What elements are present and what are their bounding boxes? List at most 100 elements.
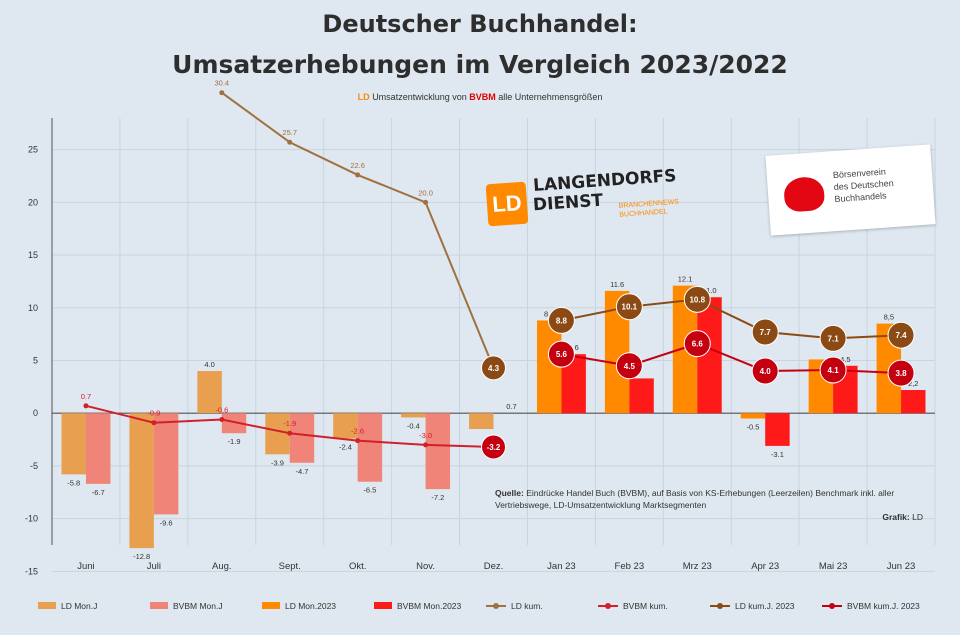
series-point: [819, 356, 847, 384]
series-point: [683, 330, 711, 358]
point-value-label: -0.6: [215, 406, 228, 415]
bar-bvbm-mon-j: [221, 413, 247, 434]
series-point: [547, 340, 575, 368]
y-tick-label: -15: [25, 566, 38, 576]
legend-swatch: [38, 602, 56, 610]
point-value-label: 5.6: [556, 350, 568, 359]
subtitle-text2: alle Unternehmensgrößen: [498, 92, 603, 102]
series-point: [751, 357, 779, 385]
standalone-value-label: 4.3: [488, 364, 500, 373]
x-tick-label: Aug.: [212, 561, 232, 572]
bar-ld-mon-j: [129, 413, 154, 549]
grafik-value: LD: [912, 512, 923, 522]
point-value-label: 8.8: [556, 316, 568, 325]
bar-value-label: 2,2: [908, 379, 918, 388]
bar-bvbm-mon-2023: [901, 390, 926, 414]
source-note: Quelle: Eindrücke Handel Buch (BVBM), au…: [495, 487, 935, 523]
series-point: [287, 430, 293, 436]
x-tick-label: Sept.: [279, 561, 301, 572]
series-point: [423, 199, 429, 205]
point-value-label: -1.9: [283, 419, 296, 428]
bar-value-label: -4.7: [295, 467, 308, 476]
y-tick-label: -5: [30, 461, 38, 471]
chart-subtitle: LD Umsatzentwicklung von BVBM alle Unter…: [0, 92, 960, 102]
legend-swatch: [150, 602, 168, 610]
y-tick-label: 5: [33, 355, 38, 365]
source-label: Quelle:: [495, 488, 524, 498]
legend-label: LD Mon.J: [61, 600, 98, 611]
point-value-label: 30.4: [215, 79, 230, 88]
bar-bvbm-mon-j: [289, 413, 315, 463]
boersenverein-logo: Börsenverein des Deutschen Buchhandels: [765, 144, 936, 236]
bar-value-label: -7.2: [431, 493, 444, 502]
series-point: [819, 324, 847, 352]
standalone-point: [481, 434, 506, 460]
bar-bvbm-mon-j: [357, 413, 383, 482]
legend-swatch: [374, 602, 392, 610]
bar-bvbm-mon-2023: [765, 413, 790, 446]
source-text: Eindrücke Handel Buch (BVBM), auf Basis …: [495, 488, 895, 510]
bar-bvbm-mon-j: [425, 413, 451, 490]
bar-ld-mon-j: [265, 413, 290, 455]
series-point: [219, 90, 225, 96]
subtitle-text1: Umsatzentwicklung von: [372, 92, 467, 102]
standalone-value-label: -3.2: [487, 443, 501, 452]
point-value-label: 22.6: [350, 161, 365, 170]
bar-value-label: -0.5: [746, 422, 759, 431]
bar-ld-mon-2023: [740, 413, 766, 419]
point-value-label: 4.1: [828, 366, 840, 375]
x-tick-label: Dez.: [484, 561, 504, 572]
x-tick-label: Jan 23: [547, 561, 576, 572]
point-value-label: -3.0: [419, 431, 432, 440]
series-point: [355, 172, 361, 178]
x-tick-label: Mai 23: [819, 561, 848, 572]
bar-value-label: -0.4: [407, 421, 420, 430]
point-value-label: 3.8: [895, 369, 907, 378]
boersenverein-logo-mark: [783, 175, 826, 213]
point-value-label: -0.9: [147, 409, 160, 418]
x-tick-label: Juni: [77, 561, 94, 572]
legend-item: LD Mon.2023: [262, 600, 336, 616]
legend-item: BVBM kum.J. 2023: [822, 600, 920, 616]
y-tick-label: 15: [28, 250, 38, 260]
bar-bvbm-mon-j: [153, 413, 179, 515]
series-point: [151, 420, 157, 426]
chart-title-line2: Umsatzerhebungen im Vergleich 2023/2022: [172, 50, 788, 79]
bar-value-label: -1.9: [228, 437, 241, 446]
bar-value-label: -5.8: [67, 478, 80, 487]
bar-value-label: -6.5: [363, 486, 376, 495]
bar-ld-mon-j: [333, 413, 358, 439]
legend-item: BVBM Mon.J: [150, 600, 223, 616]
legend-item: LD kum.J. 2023: [710, 600, 795, 616]
point-value-label: 7.4: [895, 331, 907, 340]
series-point: [547, 306, 575, 334]
bar-value-label: -9.6: [160, 518, 173, 527]
x-tick-label: Juli: [147, 561, 161, 572]
langendorfs-dienst-logo: LD LANGENDORFS DIENST BRANCHENNEWS BUCHH…: [485, 163, 712, 245]
y-tick-label: -10: [25, 514, 38, 524]
legend-swatch: [822, 602, 842, 609]
grafik-credit: Grafik: LD: [495, 511, 935, 523]
legend-item: BVBM Mon.2023: [374, 600, 461, 616]
legend-label: BVBM kum.J. 2023: [847, 600, 920, 611]
bar-value-label: 5.6: [568, 343, 578, 352]
bar-ld-mon-j: [61, 413, 86, 475]
point-value-label: 25.7: [282, 128, 297, 137]
series-point: [615, 293, 643, 321]
y-tick-label: 20: [28, 197, 38, 207]
legend-item: LD Mon.J: [38, 600, 97, 616]
legend-label: LD kum.J. 2023: [735, 600, 795, 611]
bar-value-label: 4.5: [840, 355, 850, 364]
bar-value-label: 4.0: [204, 360, 214, 369]
series-point: [219, 417, 225, 423]
bar-value-label: -6.7: [92, 488, 105, 497]
subtitle-ld: LD: [357, 92, 370, 102]
legend-label: BVBM Mon.J: [173, 600, 223, 611]
series-point: [683, 285, 711, 313]
subtitle-bvbm: BVBM: [469, 92, 496, 102]
series-point: [83, 403, 89, 409]
legend-label: LD Mon.2023: [285, 600, 337, 611]
chart-legend: LD Mon.J BVBM Mon.J LD Mon.2023 BVBM Mon.20…: [38, 600, 938, 616]
bar-ld-mon-j: [197, 371, 222, 414]
series-line-ld-kum-: [221, 91, 495, 369]
